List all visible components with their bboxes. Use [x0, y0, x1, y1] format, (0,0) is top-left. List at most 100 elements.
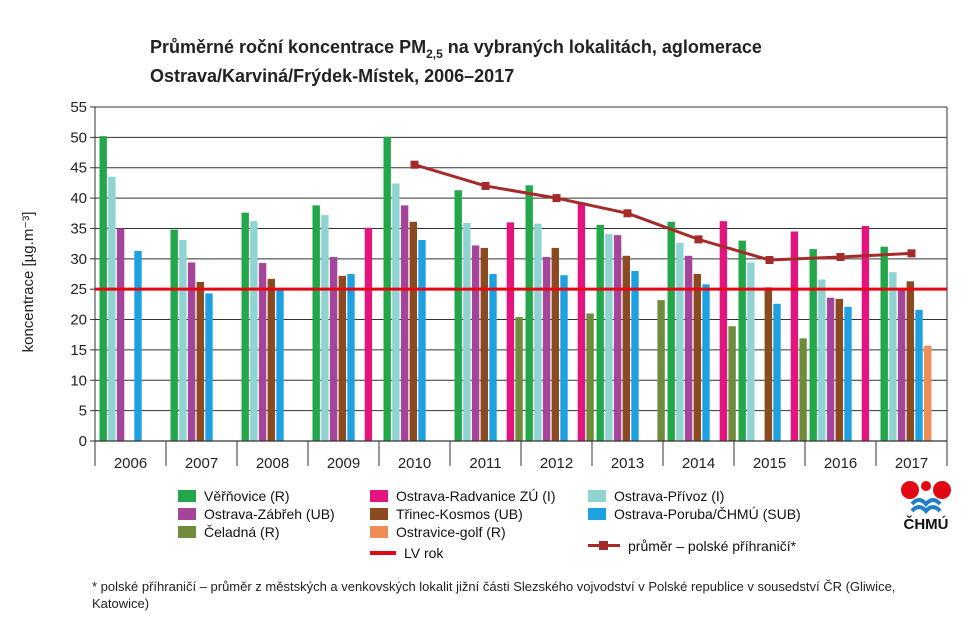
legend-item-trinec: Třinec-Kosmos (UB)	[370, 506, 523, 522]
legend-item-poruba: Ostrava-Poruba/ČHMÚ (SUB)	[588, 506, 801, 522]
bar	[312, 205, 320, 441]
title-subscript: 2,5	[426, 47, 443, 61]
x-tick-label: 2015	[753, 455, 786, 472]
x-tick-label: 2011	[469, 455, 501, 472]
polish-average-marker	[552, 194, 561, 203]
bar	[534, 223, 542, 441]
legend-swatch	[178, 526, 196, 538]
bar	[489, 274, 497, 441]
bar	[844, 306, 852, 441]
bar	[790, 231, 799, 441]
y-tick-label: 25	[70, 281, 87, 298]
legend-swatch	[588, 490, 606, 502]
x-tick-label: 2007	[185, 455, 218, 472]
bar	[676, 243, 684, 441]
y-tick-label: 30	[70, 251, 87, 268]
bar	[702, 284, 710, 441]
y-tick-label: 10	[70, 372, 87, 389]
bar	[196, 281, 204, 441]
bar	[719, 221, 728, 441]
x-tick-label: 2010	[398, 455, 431, 472]
bar	[906, 281, 914, 441]
bar	[506, 222, 515, 441]
chart-title: Průměrné roční koncentrace PM2,5 na vybr…	[150, 36, 762, 87]
bar	[454, 190, 462, 441]
bar	[392, 183, 400, 441]
footnote: * polské příhraničí – průměr z městských…	[92, 579, 896, 611]
bar	[116, 228, 125, 441]
y-tick-label: 35	[70, 220, 87, 237]
legend-marker-line-swatch	[588, 540, 620, 552]
bar	[728, 326, 736, 441]
legend-swatch	[370, 526, 388, 538]
polish-average-marker	[836, 252, 845, 261]
bar	[418, 239, 426, 441]
bar	[205, 293, 213, 441]
bar	[321, 215, 329, 441]
bar	[515, 317, 523, 441]
polish-average-line	[414, 163, 912, 262]
legend-item-verovice: Věřňovice (R)	[178, 488, 290, 504]
legend-line-swatch	[370, 551, 396, 555]
y-tick-label: 5	[79, 403, 87, 420]
bar	[631, 270, 639, 441]
bar	[276, 288, 284, 441]
bar	[747, 262, 755, 441]
bar	[463, 222, 471, 441]
bar	[809, 249, 817, 441]
bar	[738, 240, 746, 441]
bar	[364, 227, 373, 441]
y-tick-label: 50	[70, 129, 87, 146]
chmu-logo: ČHMÚ	[898, 478, 954, 538]
bar	[667, 221, 675, 441]
legend-item-lv-rok: LV rok	[370, 545, 443, 561]
x-tick-label: 2017	[895, 455, 928, 472]
polish-average-marker	[907, 249, 916, 258]
y-tick-label: 15	[70, 342, 87, 359]
bar-chart: 0 5 10 15 20 25 30 35 40 45 50 55 2006 2007 2008 2009 20…	[70, 99, 948, 472]
bar	[179, 239, 187, 441]
bar	[480, 247, 488, 441]
bar	[684, 255, 693, 441]
y-tick-label: 0	[79, 433, 87, 450]
bar	[134, 250, 142, 441]
bar	[241, 212, 249, 441]
polish-average-marker	[765, 256, 774, 265]
bar	[586, 313, 594, 441]
chmu-logo-icon	[901, 481, 951, 515]
legend-item-celadna: Čeladná (R)	[178, 524, 279, 540]
bar	[818, 279, 826, 441]
bar	[764, 287, 772, 441]
y-tick-label: 45	[70, 160, 87, 177]
bar	[596, 224, 604, 441]
title-line-1: Průměrné roční koncentrace PM2,5 na vybr…	[150, 37, 762, 61]
chmu-logo-text: ČHMÚ	[903, 516, 949, 533]
bar	[250, 221, 258, 441]
legend-item-radvanice: Ostrava-Radvanice ZÚ (I)	[370, 488, 555, 504]
bar	[861, 226, 870, 441]
bar	[525, 185, 533, 441]
bar	[577, 202, 586, 441]
polish-average-marker	[481, 181, 490, 190]
bar	[187, 262, 196, 441]
bar	[693, 274, 701, 441]
bar	[622, 255, 630, 441]
bar	[613, 235, 622, 441]
bar	[338, 275, 346, 441]
legend-swatch	[370, 490, 388, 502]
x-tick-label: 2008	[256, 455, 289, 472]
bar	[835, 298, 843, 441]
bar	[258, 263, 267, 441]
x-tick-label: 2012	[540, 455, 573, 472]
bar	[170, 229, 178, 441]
x-tick-label: 2014	[682, 455, 715, 472]
legend-item-zabreh: Ostrava-Zábřeh (UB)	[178, 506, 335, 522]
bar	[924, 345, 932, 441]
bar	[329, 256, 338, 441]
bar	[889, 272, 897, 441]
legend-item-ostravice: Ostravice-golf (R)	[370, 524, 506, 540]
y-tick-label: 20	[70, 312, 87, 329]
polish-average-marker	[623, 209, 632, 218]
bar	[897, 289, 906, 441]
bar	[560, 275, 568, 441]
